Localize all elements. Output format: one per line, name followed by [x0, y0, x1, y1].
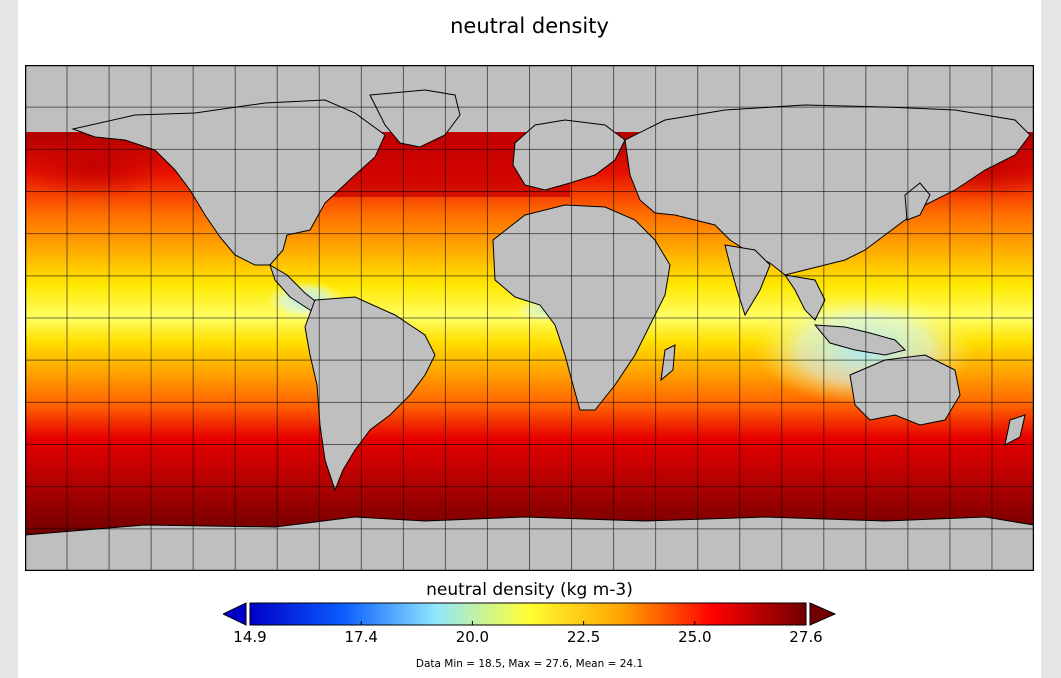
colorbar-min-extend-arrow: [223, 602, 247, 626]
indonesia-land: [813, 324, 906, 356]
figure-title: neutral density: [450, 14, 609, 38]
australia-land: [849, 354, 961, 426]
asia-land: [624, 104, 1031, 276]
colorbar-tick-label: 25.0: [678, 628, 711, 646]
colorbar-tick-label: 22.5: [567, 628, 600, 646]
world-density-map: [25, 65, 1034, 571]
new-zealand-land: [1004, 414, 1026, 446]
southeast-asia-land: [783, 274, 826, 321]
lat-lon-grid: [25, 65, 1034, 571]
south-america-land: [304, 296, 436, 492]
colorbar: 14.9 17.4 20.0 22.5 25.0 27.6: [223, 602, 837, 646]
colorbar-gradient-bar: [249, 602, 807, 626]
japan-land: [904, 182, 931, 221]
colorbar-tick-label: 17.4: [344, 628, 377, 646]
india-land: [724, 244, 771, 317]
colorbar-ticks: 14.9 17.4 20.0 22.5 25.0 27.6: [233, 621, 823, 646]
colorbar-label: neutral density (kg m-3): [426, 580, 633, 600]
colorbar-tick-label: 20.0: [456, 628, 489, 646]
africa-land: [492, 204, 671, 411]
colorbar-tick-label: 14.9: [233, 628, 266, 646]
figure: neutral density: [18, 0, 1041, 678]
europe-land: [512, 119, 626, 191]
madagascar-land: [660, 344, 676, 382]
colorbar-tick-label: 27.6: [789, 628, 822, 646]
data-stats: Data Min = 18.5, Max = 27.6, Mean = 24.1: [415, 658, 644, 670]
colorbar-max-extend-arrow: [809, 602, 837, 626]
map-frame: [25, 65, 1034, 571]
